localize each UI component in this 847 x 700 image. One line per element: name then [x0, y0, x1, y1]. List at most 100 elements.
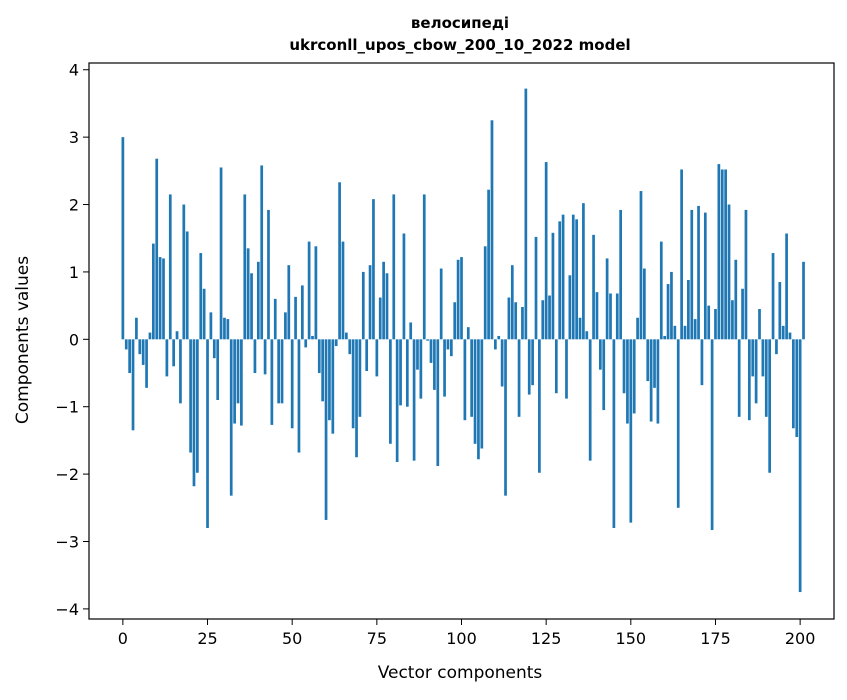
- bar-82: [399, 339, 402, 406]
- bar-158: [656, 339, 660, 424]
- bar-139: [592, 234, 595, 340]
- bar-84: [405, 339, 409, 407]
- bar-182: [737, 339, 741, 417]
- x-tick-label: 125: [531, 629, 562, 648]
- bar-26: [209, 312, 213, 340]
- bar-4: [135, 317, 138, 340]
- bar-109: [490, 120, 494, 340]
- bar-131: [565, 339, 568, 399]
- bar-17: [179, 339, 182, 404]
- bar-180: [731, 300, 734, 340]
- bar-2: [128, 339, 131, 374]
- bar-102: [466, 327, 470, 340]
- y-tick-label: −3: [55, 532, 79, 551]
- bar-198: [792, 339, 795, 429]
- bar-59: [321, 339, 325, 402]
- y-tick-label: −1: [55, 398, 79, 417]
- bar-159: [659, 241, 663, 340]
- bar-12: [162, 258, 165, 340]
- bar-145: [612, 339, 616, 529]
- bar-138: [588, 339, 592, 461]
- bar-79: [389, 339, 392, 444]
- bar-107: [483, 246, 487, 340]
- bar-101: [463, 339, 467, 421]
- bar-135: [578, 317, 582, 340]
- x-tick-label: 150: [616, 629, 647, 648]
- bar-137: [585, 331, 589, 340]
- bar-35: [240, 339, 243, 426]
- bar-67: [348, 339, 352, 355]
- bar-130: [561, 214, 565, 340]
- bar-170: [697, 205, 700, 340]
- bar-85: [409, 322, 413, 340]
- bar-175: [714, 308, 717, 340]
- bar-132: [568, 275, 572, 340]
- bar-74: [372, 199, 375, 340]
- bar-77: [382, 261, 385, 340]
- bar-187: [754, 339, 758, 404]
- bar-104: [473, 339, 477, 444]
- bar-197: [788, 332, 792, 340]
- bar-43: [267, 209, 270, 340]
- bar-69: [355, 339, 358, 458]
- bar-173: [707, 305, 711, 340]
- x-tick-label: 175: [700, 629, 731, 648]
- bar-194: [778, 282, 782, 340]
- bar-190: [764, 339, 768, 417]
- bar-143: [605, 258, 609, 340]
- bar-5: [138, 339, 142, 355]
- bar-62: [331, 339, 335, 434]
- bar-193: [775, 339, 778, 355]
- plot-frame: [88, 62, 835, 620]
- y-tick-label: 0: [69, 330, 79, 349]
- bar-176: [717, 164, 721, 340]
- bar-120: [527, 339, 531, 395]
- bar-129: [558, 221, 562, 340]
- y-axis-ticks: −4 −3 −2 −1 0 1 2 3 4: [55, 61, 89, 619]
- bar-37: [246, 248, 250, 340]
- bar-142: [602, 339, 606, 411]
- y-tick-label: −2: [55, 465, 79, 484]
- x-tick-label: 75: [367, 629, 387, 648]
- y-tick-label: −4: [55, 600, 79, 619]
- bar-122: [534, 236, 538, 340]
- bar-36: [243, 194, 247, 340]
- bar-171: [700, 339, 704, 386]
- bar-105: [477, 339, 480, 460]
- bar-70: [358, 339, 362, 417]
- bar-94: [439, 268, 443, 340]
- bar-24: [202, 288, 206, 340]
- x-tick-label: 50: [282, 629, 302, 648]
- bar-111: [497, 335, 501, 340]
- bar-110: [494, 339, 497, 350]
- bar-184: [744, 209, 748, 340]
- bar-81: [395, 339, 399, 462]
- bar-68: [351, 339, 355, 429]
- bar-174: [710, 339, 714, 531]
- bar-38: [250, 273, 253, 340]
- bar-183: [741, 288, 744, 340]
- bar-148: [622, 339, 626, 394]
- bar-117: [517, 339, 521, 417]
- bar-3: [131, 339, 135, 431]
- bar-27: [212, 339, 216, 359]
- bar-133: [571, 214, 575, 340]
- bar-46: [277, 339, 280, 404]
- bar-119: [524, 88, 528, 340]
- bar-6: [141, 339, 145, 365]
- bar-160: [663, 335, 667, 340]
- bar-116: [514, 302, 518, 340]
- bar-141: [598, 339, 602, 370]
- bar-11: [158, 257, 162, 340]
- bar-54: [304, 339, 308, 348]
- bar-9: [151, 243, 155, 340]
- bar-96: [446, 339, 450, 350]
- bar-162: [670, 271, 673, 340]
- bar-18: [182, 204, 186, 340]
- bar-112: [500, 339, 504, 387]
- bar-57: [314, 246, 318, 340]
- bar-103: [470, 339, 474, 417]
- bar-47: [280, 339, 284, 404]
- bar-115: [510, 265, 514, 340]
